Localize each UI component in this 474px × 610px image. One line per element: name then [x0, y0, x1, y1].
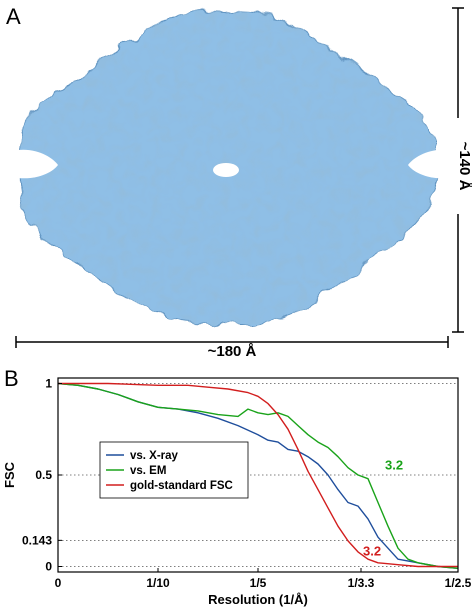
series-line-1: [57, 382, 459, 569]
chart-legend: vs. X-ray vs. EM gold-standard FSC: [99, 441, 249, 499]
x-axis-label: Resolution (1/Å): [208, 592, 308, 607]
y-tick-label: 0.5: [35, 468, 52, 482]
legend-entry: gold-standard FSC: [130, 480, 233, 492]
x-axis-ticks: 0 1/10 1/5 1/3.3 1/2.5: [55, 568, 472, 590]
legend-entry: vs. X-ray: [130, 450, 179, 462]
y-axis-ticks: 0 0.143 0.5 1: [22, 376, 62, 574]
height-label-backdrop: [450, 118, 470, 214]
map-left-notch: [18, 149, 58, 179]
width-dimension: ~180 Å: [15, 336, 449, 360]
density-map-image: [18, 10, 448, 325]
height-label: ~140 Å: [456, 142, 472, 191]
legend-box: [99, 441, 249, 499]
resolution-annotation: 3.2: [385, 458, 403, 473]
x-tick-label: 0: [55, 576, 62, 590]
map-right-notch: [408, 149, 448, 179]
chart-annotations: 3.2 3.2: [363, 458, 403, 559]
series-lines: [57, 382, 459, 569]
width-label: ~180 Å: [208, 343, 257, 360]
x-tick-label: 1/5: [250, 576, 267, 590]
series-line-2: [58, 382, 458, 568]
x-tick-label: 1/2.5: [445, 576, 472, 590]
y-tick-label: 0: [45, 560, 52, 574]
x-tick-label: 1/10: [146, 576, 170, 590]
x-tick-label: 1/3.3: [348, 576, 375, 590]
fsc-chart: 0 1/10 1/5 1/3.3 1/2.5 0 0.143 0.5 1 Resolution…: [2, 376, 472, 607]
legend-entry: vs. EM: [130, 465, 166, 477]
y-axis-label: FSC: [2, 461, 17, 488]
panel-b-label: B: [4, 366, 19, 391]
panel-a-label: A: [6, 4, 21, 29]
y-tick-label: 1: [45, 376, 52, 390]
height-dimension: ~140 Å: [450, 7, 472, 333]
resolution-annotation: 3.2: [363, 544, 381, 559]
y-tick-label: 0.143: [22, 533, 52, 547]
reference-lines: [58, 383, 458, 567]
map-central-cavity: [213, 163, 239, 177]
